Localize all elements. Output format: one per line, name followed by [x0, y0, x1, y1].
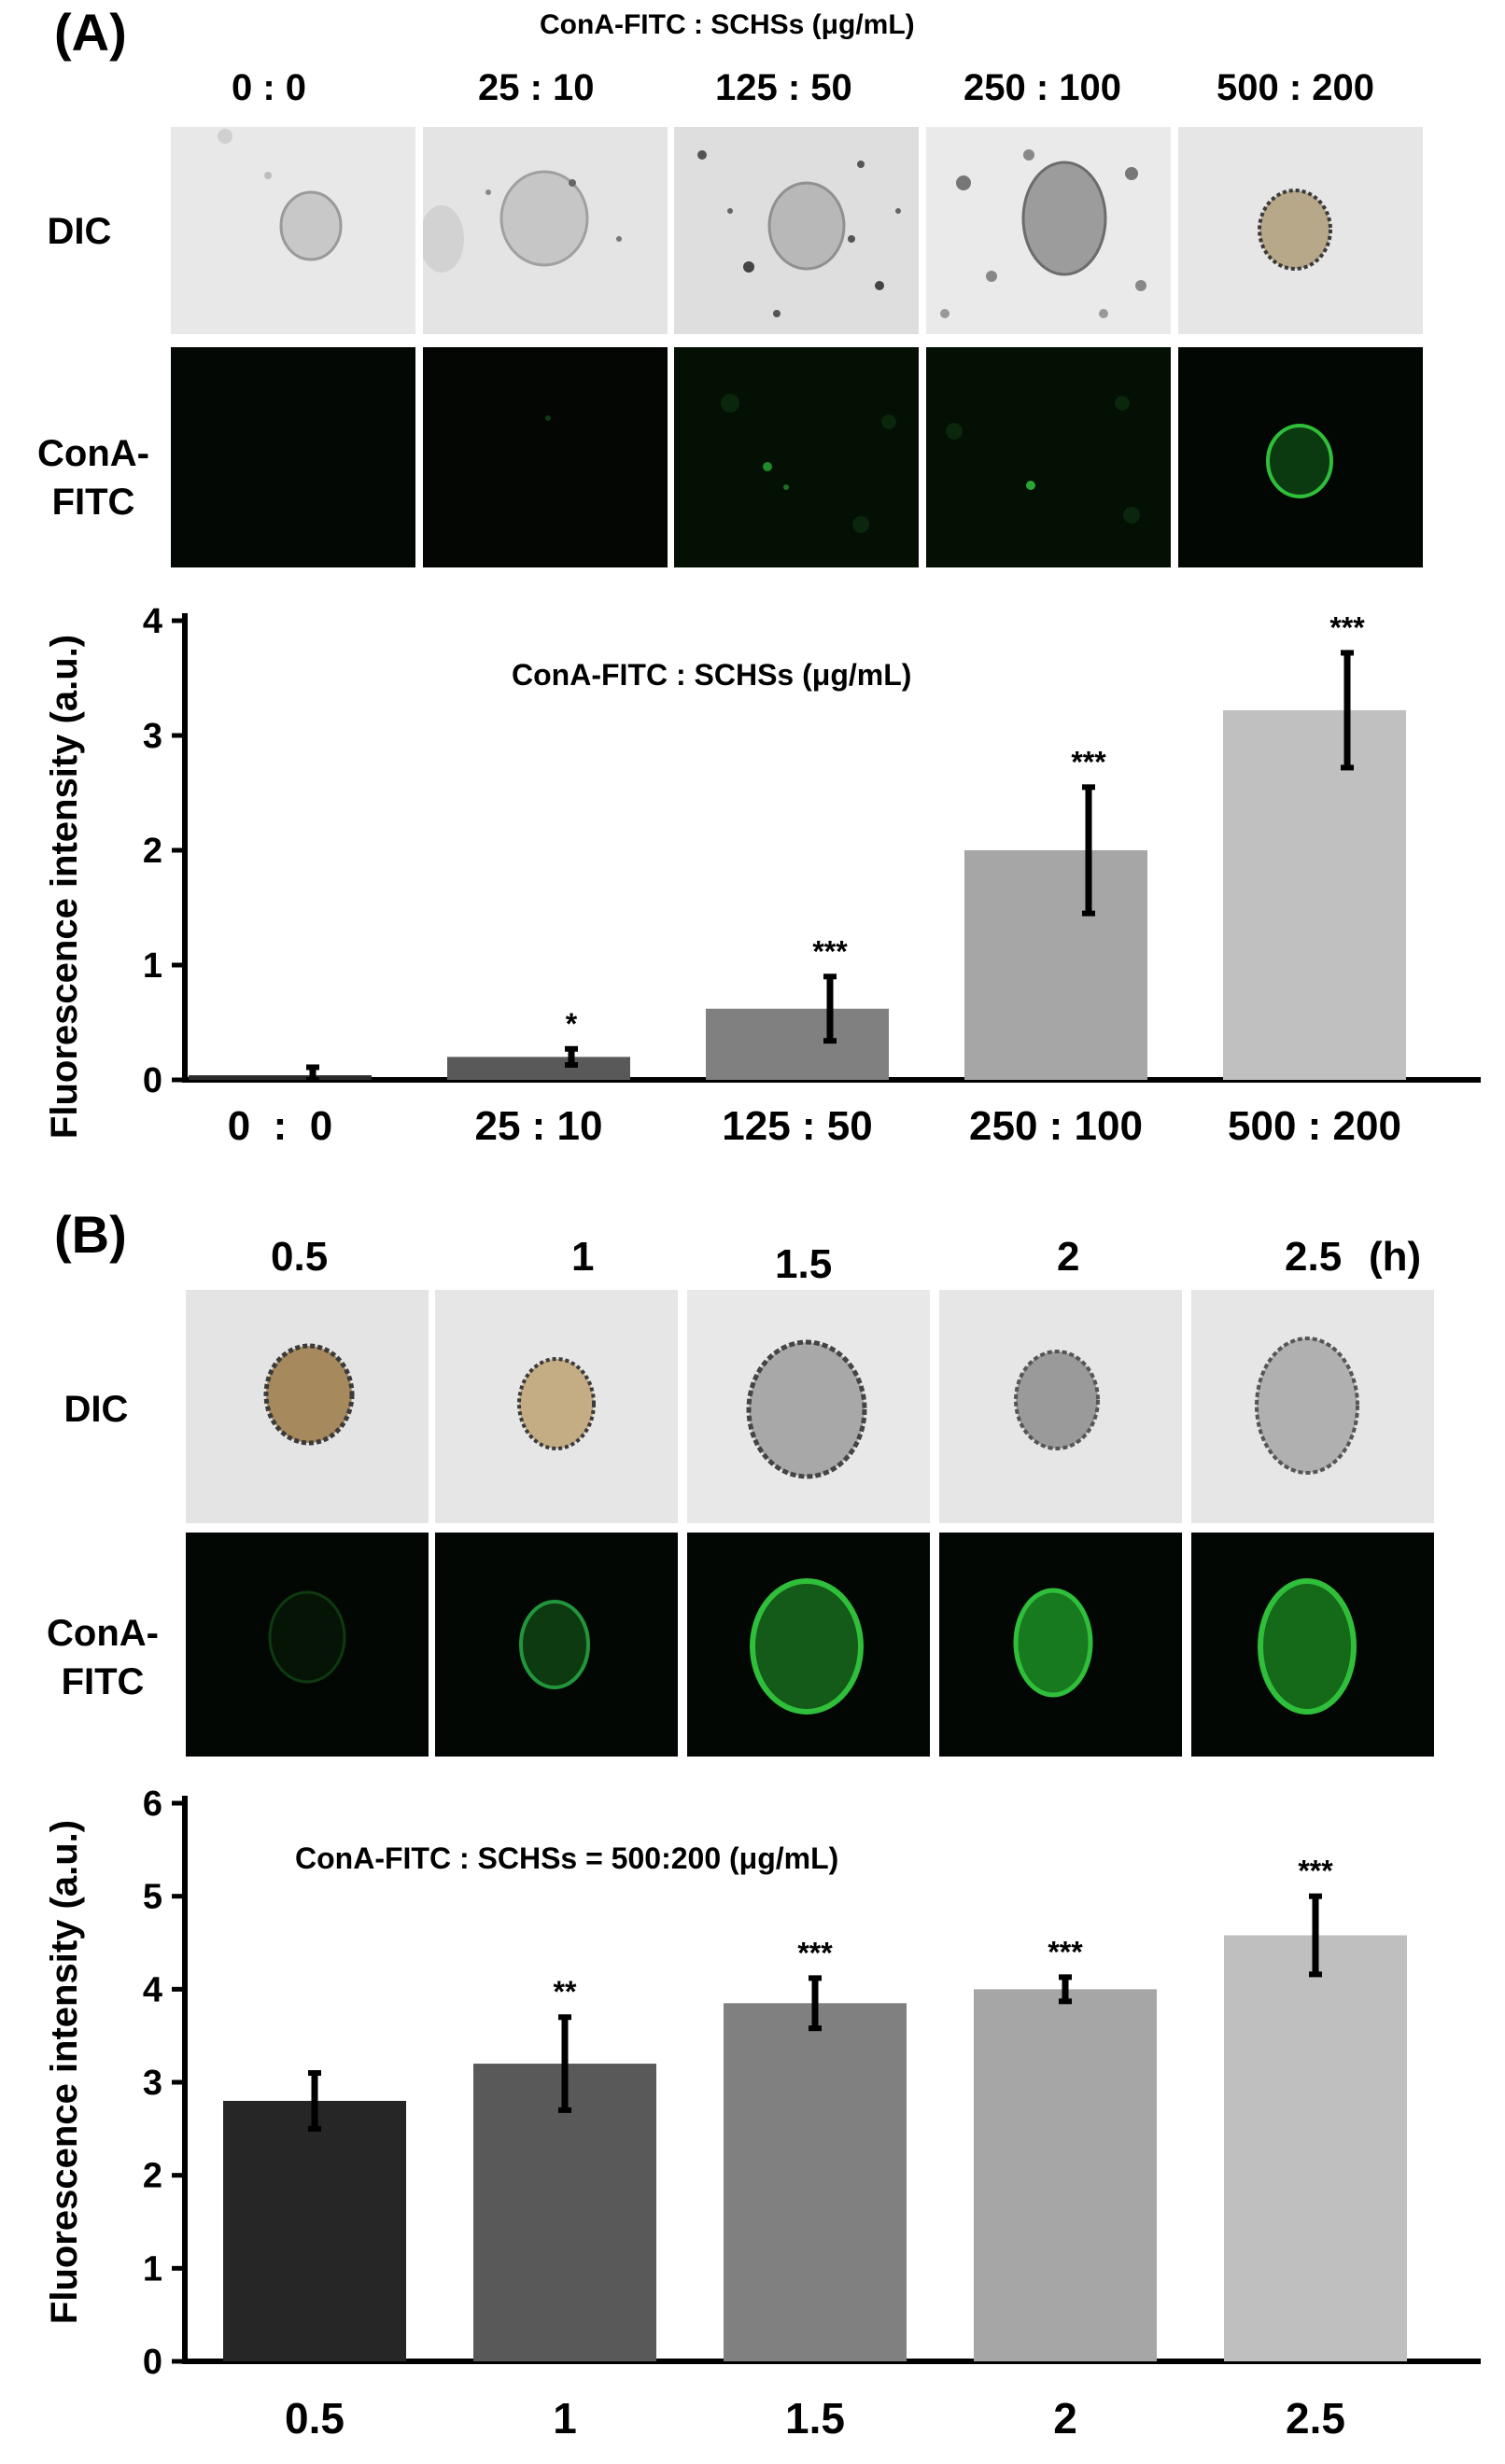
- chart-b-ytick-label: 0: [143, 2343, 162, 2382]
- chart-b-significance: **: [554, 1975, 577, 2009]
- chart-a-bar: [189, 1075, 372, 1080]
- chart-b-category-label: 1.5: [785, 2394, 845, 2443]
- chart-a-significance: ***: [1071, 745, 1106, 778]
- chart-a-ytick-label: 1: [143, 946, 162, 986]
- chart-a-category-label: 25 : 10: [475, 1103, 603, 1149]
- chart-b-bar: [724, 2003, 907, 2361]
- dic-image-b5: [1191, 1290, 1434, 1523]
- fitc-image-b5: [1191, 1533, 1434, 1757]
- chart-b-significance: ***: [797, 1936, 833, 1969]
- chart-b-ytick-label: 1: [143, 2249, 162, 2289]
- dic-image-b4: [939, 1290, 1182, 1523]
- panel-b-label: (B): [54, 1205, 127, 1264]
- chart-b-bar: [223, 2100, 406, 2361]
- panel-a-col-label-1: 0 : 0: [232, 67, 307, 108]
- chart-a-ylabel: Fluorescence intensity (a.u.): [44, 635, 85, 1139]
- chart-b-category-label: 0.5: [285, 2394, 345, 2443]
- panel-a-header: ConA-FITC : SCHSs (μg/mL): [540, 9, 915, 40]
- chart-b-ytick-label: 3: [143, 2064, 162, 2103]
- chart-a-category-label: 0 : 0: [228, 1103, 333, 1149]
- chart-a-significance: ***: [812, 934, 848, 968]
- dic-image-a5: [1178, 127, 1423, 334]
- panel-a-row-fitc-line1: ConA-: [37, 433, 149, 474]
- chart-b-bar: [1224, 1935, 1407, 2361]
- panel-a-col-label-3: 125 : 50: [715, 67, 852, 108]
- panel-b-col-label-1: 0.5: [271, 1234, 329, 1280]
- chart-a: Fluorescence intensity (a.u.) ConA-FITC …: [44, 602, 1481, 1149]
- dic-image-a1: [171, 127, 415, 334]
- chart-b-category-label: 1: [553, 2394, 577, 2443]
- fitc-image-a3: [674, 347, 919, 567]
- panel-b-row-fitc-line2: FITC: [61, 1661, 145, 1702]
- panel-b-row-dic: DIC: [63, 1389, 129, 1430]
- chart-b-ylabel: Fluorescence intensity (a.u.): [44, 1820, 85, 2324]
- chart-b: Fluorescence intensity (a.u.) ConA-FITC …: [44, 1785, 1481, 2443]
- fitc-image-b1: [186, 1533, 429, 1757]
- panel-a-col-label-5: 500 : 200: [1217, 67, 1375, 108]
- dic-image-b1: [186, 1290, 429, 1523]
- panel-b-col-label-5: 2.5: [1285, 1234, 1343, 1280]
- fitc-image-a5: [1178, 347, 1423, 567]
- dic-image-a3: [674, 127, 919, 334]
- chart-a-ytick-label: 2: [143, 832, 162, 871]
- panel-a-col-label-4: 250 : 100: [963, 67, 1122, 108]
- panel-b-row-fitc-line1: ConA-: [47, 1613, 159, 1654]
- dic-image-a2: [423, 127, 668, 334]
- chart-b-ytick-label: 5: [143, 1878, 162, 1917]
- fitc-image-a1: [171, 347, 415, 567]
- chart-b-significance: ***: [1048, 1935, 1083, 1968]
- panel-b-col-label-4: 2: [1057, 1234, 1080, 1280]
- chart-a-ytick-label: 0: [143, 1061, 162, 1100]
- chart-b-ytick-label: 6: [143, 1785, 162, 1824]
- chart-a-ytick-label: 3: [143, 717, 162, 756]
- panel-a-row-fitc: ConA- FITC: [19, 429, 168, 526]
- chart-b-significance: ***: [1298, 1855, 1333, 1888]
- chart-b-ytick-label: 4: [143, 1970, 162, 2009]
- panel-b-row-fitc: ConA- FITC: [28, 1609, 177, 1706]
- chart-b-category-label: 2.5: [1286, 2394, 1345, 2443]
- chart-a-category-label: 250 : 100: [969, 1103, 1143, 1149]
- chart-b-bar: [473, 2064, 656, 2361]
- fitc-image-b3: [687, 1533, 930, 1757]
- panel-a-col-label-2: 25 : 10: [478, 67, 595, 108]
- chart-a-significance: ***: [1329, 610, 1365, 644]
- panel-b-col-label-3: 1.5: [775, 1241, 833, 1287]
- fitc-image-b4: [939, 1533, 1182, 1757]
- panel-a-label: (A): [54, 3, 127, 62]
- chart-a-significance: *: [566, 1007, 578, 1041]
- panel-a-row-fitc-line2: FITC: [51, 482, 135, 523]
- fitc-image-a2: [423, 347, 668, 567]
- panel-b-col-label-2: 1: [571, 1234, 595, 1280]
- fitc-image-b2: [435, 1533, 678, 1757]
- chart-a-bar: [1223, 709, 1406, 1080]
- fitc-image-a4: [926, 347, 1171, 567]
- chart-a-category-label: 500 : 200: [1228, 1103, 1401, 1149]
- chart-b-category-label: 2: [1053, 2394, 1077, 2443]
- chart-a-title: ConA-FITC : SCHSs (μg/mL): [512, 658, 911, 692]
- panel-b-unit-label: (h): [1369, 1234, 1422, 1280]
- chart-a-ytick-label: 4: [143, 602, 162, 641]
- chart-a-bar: [964, 850, 1147, 1080]
- chart-a-category-label: 125 : 50: [722, 1103, 872, 1149]
- panel-a-row-dic: DIC: [47, 211, 112, 252]
- dic-image-b3: [687, 1290, 930, 1523]
- chart-b-bar: [974, 1989, 1157, 2361]
- chart-a-bar: [447, 1057, 630, 1080]
- chart-b-title: ConA-FITC : SCHSs = 500:200 (μg/mL): [295, 1841, 838, 1875]
- chart-b-ytick-label: 2: [143, 2157, 162, 2196]
- dic-image-a4: [926, 127, 1171, 334]
- dic-image-b2: [435, 1290, 678, 1523]
- chart-a-bar: [706, 1008, 889, 1080]
